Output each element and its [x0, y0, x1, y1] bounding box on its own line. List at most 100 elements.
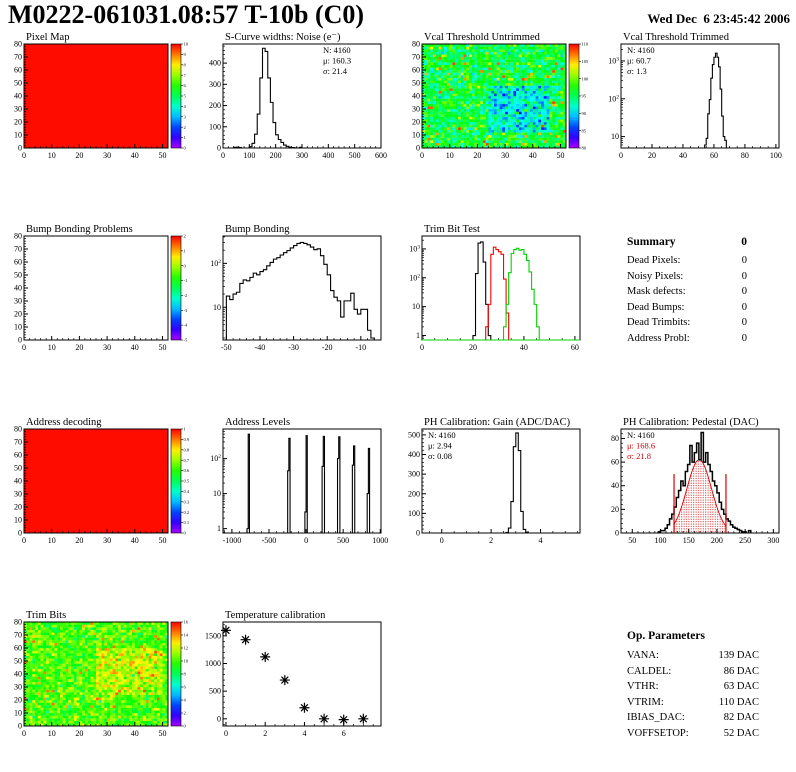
- svg-text:300: 300: [209, 80, 221, 89]
- svg-text:100: 100: [209, 122, 221, 131]
- svg-text:60: 60: [14, 66, 22, 75]
- svg-text:1: 1: [416, 331, 420, 340]
- svg-text:PH Calibration: Pedestal (DAC): PH Calibration: Pedestal (DAC): [623, 417, 759, 428]
- svg-text:200: 200: [270, 151, 282, 160]
- chart-vcal-trimmed: Vcal Threshold Trimmed 0 20 40 60 80 100 10 102 1…: [597, 28, 796, 214]
- svg-text:0.2: 0.2: [184, 510, 190, 515]
- chart-bump-bonding: Bump Bonding -50 -40 -30 -20 -10 10 102: [199, 214, 398, 400]
- svg-text:-3: -3: [184, 308, 188, 313]
- svg-text:0.7: 0.7: [184, 458, 190, 463]
- svg-text:0.4: 0.4: [184, 489, 190, 494]
- summary-row-label: Dead Bumps:: [627, 301, 685, 313]
- svg-text:0: 0: [420, 343, 424, 352]
- chart-address-decoding: Address decoding 0 10 20 30 40 50 0 10 20 30 40 50 60…: [0, 400, 199, 586]
- vcal-trimmed-histogram: Vcal Threshold Trimmed 0 20 40 60 80 100 10 102 1…: [608, 32, 782, 160]
- svg-text:20: 20: [75, 343, 83, 352]
- svg-text:500: 500: [337, 536, 349, 545]
- svg-text:5: 5: [184, 94, 187, 99]
- trim-bit-test-histogram: Trim Bit Test 0 20 40 60 1 10 102 103: [409, 224, 581, 352]
- svg-text:10: 10: [412, 302, 420, 311]
- svg-text:300: 300: [767, 536, 779, 545]
- svg-text:-1: -1: [184, 278, 188, 283]
- summary-heading-row: Summary 0: [627, 236, 747, 248]
- summary-row: Dead Pixels: 0: [627, 253, 747, 269]
- svg-text:600: 600: [375, 151, 387, 160]
- svg-text:50: 50: [158, 343, 166, 352]
- svg-text:-50: -50: [221, 343, 232, 352]
- svg-text:40: 40: [412, 92, 420, 101]
- svg-text:40: 40: [529, 151, 537, 160]
- svg-text:400: 400: [408, 450, 420, 459]
- svg-text:0: 0: [217, 144, 221, 153]
- svg-text:400: 400: [322, 151, 334, 160]
- summary-row-value: 0: [741, 332, 747, 344]
- svg-text:0.5: 0.5: [184, 479, 190, 484]
- svg-text:80: 80: [741, 151, 749, 160]
- svg-text:0.9: 0.9: [184, 437, 190, 442]
- svg-text:200: 200: [711, 536, 723, 545]
- svg-text:95: 95: [582, 94, 587, 99]
- svg-text:σ: 0.08: σ: 0.08: [428, 451, 452, 461]
- svg-text:0: 0: [22, 536, 26, 545]
- bump-bonding-histogram: Bump Bonding -50 -40 -30 -20 -10 10 102: [210, 224, 382, 352]
- svg-text:1000: 1000: [372, 536, 388, 545]
- op-parameter-row-label: VTHR:: [627, 681, 659, 692]
- svg-text:10: 10: [14, 323, 22, 332]
- svg-text:60: 60: [571, 343, 579, 352]
- svg-text:7: 7: [184, 73, 187, 78]
- svg-text:10: 10: [213, 489, 221, 498]
- summary-row-value: 0: [741, 270, 747, 282]
- summary-row: Dead Trimbits: 0: [627, 315, 747, 331]
- svg-text:300: 300: [296, 151, 308, 160]
- svg-text:30: 30: [14, 297, 22, 306]
- svg-text:100: 100: [770, 151, 782, 160]
- svg-text:4: 4: [539, 536, 543, 545]
- svg-text:80: 80: [14, 232, 22, 241]
- svg-text:200: 200: [209, 101, 221, 110]
- svg-text:100: 100: [655, 536, 667, 545]
- page-title: M0222-061031.08:57 T-10b (C0): [8, 0, 365, 29]
- svg-text:70: 70: [14, 245, 22, 254]
- chart-ph-pedestal: PH Calibration: Pedestal (DAC) 50 100 150 20…: [597, 400, 796, 586]
- svg-text:0: 0: [18, 336, 22, 345]
- svg-text:30: 30: [14, 490, 22, 499]
- chart-bump-bonding-problems: Bump Bonding Problems 0 10 20 30 40 50 0 10 20 30 4…: [0, 214, 199, 400]
- svg-text:0: 0: [184, 531, 187, 536]
- op-parameter-row-label: IBIAS_DAC:: [627, 712, 685, 723]
- svg-text:0: 0: [22, 151, 26, 160]
- chart-trim-bit-test: Trim Bit Test 0 20 40 60 1 10 102 103: [398, 214, 597, 400]
- svg-text:20: 20: [648, 151, 656, 160]
- svg-text:Address decoding: Address decoding: [26, 417, 102, 428]
- svg-text:250: 250: [739, 536, 751, 545]
- summary-row: Noisy Pixels: 0: [627, 269, 747, 285]
- address-levels-histogram: Address Levels -1000 -500 0 500 1000 1 10 102: [210, 417, 388, 545]
- summary-row-label: Address Probl:: [627, 332, 690, 344]
- svg-text:60: 60: [14, 451, 22, 460]
- summary-row-label: Mask defects:: [627, 286, 686, 297]
- svg-text:Pixel Map: Pixel Map: [26, 32, 69, 43]
- svg-text:N: 4160: N: 4160: [323, 45, 351, 55]
- svg-text:10: 10: [48, 536, 56, 545]
- summary-row-label: Noisy Pixels:: [627, 270, 684, 282]
- svg-text:40: 40: [14, 284, 22, 293]
- svg-text:20: 20: [611, 505, 619, 514]
- svg-text:30: 30: [103, 151, 111, 160]
- svg-text:50: 50: [14, 271, 22, 280]
- svg-text:Vcal Threshold Untrimmed: Vcal Threshold Untrimmed: [424, 32, 541, 43]
- svg-text:3: 3: [184, 114, 187, 119]
- svg-text:70: 70: [14, 53, 22, 62]
- svg-text:Bump Bonding: Bump Bonding: [225, 224, 290, 235]
- op-parameter-row-label: VOFFSETOP:: [627, 727, 689, 739]
- empty-cell: [398, 586, 597, 772]
- svg-text:110: 110: [582, 42, 589, 47]
- svg-text:-40: -40: [255, 343, 266, 352]
- svg-text:50: 50: [158, 151, 166, 160]
- ph-gain-histogram: PH Calibration: Gain (ADC/DAC) 0 2 4 0 100 200…: [408, 417, 581, 545]
- svg-text:-20: -20: [322, 343, 333, 352]
- svg-text:10: 10: [446, 151, 454, 160]
- svg-text:103: 103: [608, 56, 619, 65]
- svg-text:0: 0: [416, 529, 420, 538]
- ph-pedestal-histogram: PH Calibration: Pedestal (DAC) 50 100 150 20…: [611, 417, 780, 545]
- svg-text:-2: -2: [184, 293, 188, 298]
